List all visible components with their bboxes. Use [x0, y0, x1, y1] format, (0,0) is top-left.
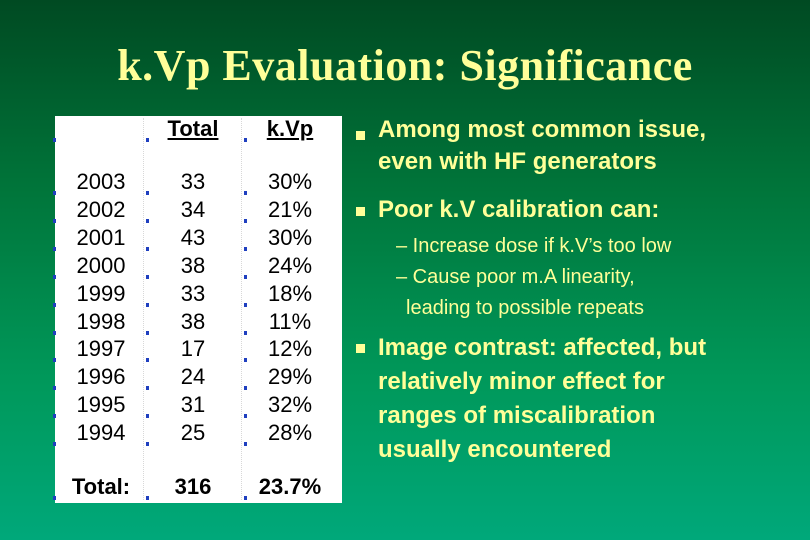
bullet-text: Poor k.V calibration can:: [378, 196, 660, 223]
table-row-cell: 2002: [76, 196, 126, 222]
tick-mark: [244, 386, 247, 391]
tick-mark: [53, 191, 56, 195]
table-row-cell: 24: [180, 364, 206, 390]
table-row-cell: 28%: [267, 420, 313, 446]
table-row-cell: 17: [180, 336, 206, 362]
tick-mark: [146, 138, 149, 142]
bullet-text: even with HF generators: [378, 148, 657, 175]
tick-mark: [146, 246, 149, 251]
table-row-cell: 33: [180, 280, 206, 306]
tick-mark: [146, 442, 149, 447]
tick-mark: [53, 442, 56, 447]
tick-mark: [53, 358, 56, 363]
bullet-text: ranges of miscalibration: [378, 402, 656, 429]
table-row-cell: 33: [180, 169, 206, 194]
table-row-cell: 2000: [76, 252, 126, 278]
table-row-cell: 31: [180, 392, 206, 418]
data-table: Total k.Vp 2003 33 30% 2002 34 21% 2001 43 30% 2000…: [53, 116, 342, 503]
bullet-text: Among most common issue,: [378, 116, 707, 143]
tick-mark: [146, 358, 149, 363]
tick-mark: [53, 386, 56, 391]
tick-mark: [53, 496, 56, 500]
table-row-cell: 2003: [76, 169, 126, 194]
tick-mark: [53, 246, 56, 251]
table-row-cell: 18%: [267, 280, 313, 306]
table-row-cell: 1997: [76, 336, 126, 362]
table-row-cell: 1996: [76, 364, 126, 390]
column-divider: [143, 118, 144, 500]
table-row-cell: 12%: [267, 336, 313, 362]
tick-mark: [146, 218, 149, 223]
slide-title: k.Vp Evaluation: Significance: [117, 41, 693, 90]
tick-mark: [244, 138, 247, 142]
tick-mark: [53, 302, 56, 307]
tick-mark: [146, 386, 149, 391]
table-row-cell: 32%: [267, 392, 313, 418]
tick-mark: [53, 218, 56, 223]
table-row-cell: 34: [180, 196, 206, 222]
bullet-text: Image contrast: affected, but: [378, 334, 707, 361]
tick-mark: [146, 330, 149, 335]
table-row-cell: 11%: [268, 308, 312, 334]
table-row-cell: 21%: [267, 196, 313, 222]
table-row-cell: 38: [180, 252, 206, 278]
totals-row-cell: 23.7%: [258, 474, 322, 499]
tick-mark: [244, 496, 247, 500]
tick-mark: [244, 358, 247, 363]
tick-mark: [146, 414, 149, 419]
table-row-cell: 1994: [76, 420, 126, 446]
tick-mark: [53, 138, 56, 142]
sub-bullet-text: – Increase dose if k.V’s too low: [396, 235, 672, 257]
table-row-cell: 2001: [76, 224, 126, 250]
table-row-cell: 30%: [267, 169, 313, 194]
table-row-cell: 29%: [267, 364, 313, 390]
table-row-cell: 38: [180, 308, 206, 334]
bullet-marker-icon: [356, 344, 365, 353]
tick-mark: [244, 442, 247, 447]
tick-mark: [244, 191, 247, 195]
bullet-marker-icon: [356, 131, 365, 140]
tick-mark: [53, 274, 56, 279]
table-row-cell: 24%: [267, 252, 313, 278]
bullet-text: relatively minor effect for: [378, 368, 665, 395]
table-row-cell: 1995: [76, 392, 126, 418]
sub-bullet-text: leading to possible repeats: [406, 297, 644, 319]
totals-row-cell: 316: [174, 474, 212, 499]
tick-mark: [146, 191, 149, 195]
bullet-marker-icon: [356, 207, 365, 216]
table-grid: Total k.Vp 2003 33 30% 2002 34 21% 2001 43 30% 2000…: [53, 116, 342, 503]
tick-mark: [53, 330, 56, 335]
bullet-text: usually encountered: [378, 436, 612, 463]
tick-mark: [244, 274, 247, 279]
tick-mark: [146, 496, 149, 500]
tick-mark: [244, 302, 247, 307]
tick-mark: [244, 218, 247, 223]
table-row-cell: 1998: [76, 308, 126, 334]
table-row-cell: 25: [180, 420, 206, 446]
tick-mark: [146, 302, 149, 307]
table-row-cell: 30%: [267, 224, 313, 250]
tick-mark: [244, 330, 247, 335]
table-row-cell: 43: [180, 224, 206, 250]
header-cell: k.Vp: [266, 116, 314, 141]
table-row-cell: 1999: [76, 280, 126, 306]
tick-mark: [244, 414, 247, 419]
tick-mark: [53, 414, 56, 419]
header-cell: Total: [167, 116, 219, 141]
tick-mark: [244, 246, 247, 251]
totals-row-cell: Total:: [71, 474, 131, 499]
column-divider: [241, 118, 242, 500]
tick-mark: [146, 274, 149, 279]
sub-bullet-text: – Cause poor m.A linearity,: [396, 266, 635, 288]
